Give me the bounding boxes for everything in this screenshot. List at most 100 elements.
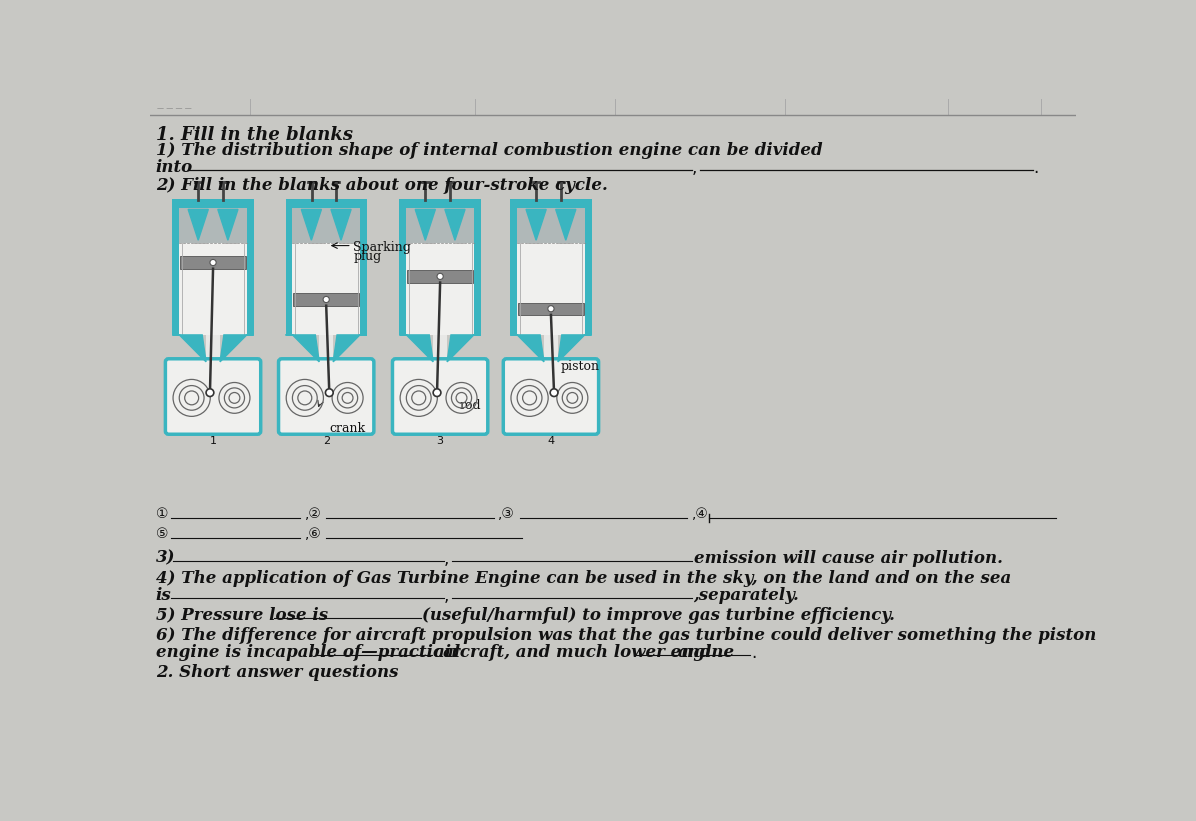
Text: 6) The difference for aircraft propulsion was that the gas turbine could deliver: 6) The difference for aircraft propulsio…	[155, 626, 1096, 644]
Bar	[172, 208, 179, 242]
Bar	[407, 242, 474, 335]
Bar	[293, 208, 360, 242]
Text: 2) Fill in the blanks about one four-stroke cycle.: 2) Fill in the blanks about one four-str…	[155, 177, 608, 194]
Text: 2. Short answer questions: 2. Short answer questions	[155, 663, 398, 681]
Bar	[360, 242, 367, 335]
Text: 3): 3)	[155, 550, 175, 566]
Circle shape	[550, 389, 557, 397]
Text: ,④: ,④	[692, 507, 709, 521]
Bar	[585, 242, 592, 335]
Polygon shape	[218, 209, 238, 241]
Text: into: into	[155, 158, 193, 176]
Bar	[206, 335, 220, 362]
Bar	[518, 303, 584, 315]
Text: emission will cause air pollution.: emission will cause air pollution.	[694, 550, 1002, 566]
Bar	[181, 256, 246, 268]
Text: rod: rod	[459, 399, 481, 412]
Bar	[179, 242, 246, 335]
Polygon shape	[511, 335, 544, 362]
Text: 1: 1	[209, 436, 216, 446]
Bar	[179, 208, 246, 242]
Bar	[399, 208, 407, 242]
Text: ,: ,	[444, 550, 450, 568]
Bar	[172, 199, 254, 208]
Bar	[511, 208, 517, 242]
Polygon shape	[526, 209, 547, 241]
FancyBboxPatch shape	[392, 359, 488, 434]
Text: — — — —: — — — —	[157, 105, 193, 111]
Polygon shape	[188, 209, 208, 241]
Polygon shape	[415, 209, 435, 241]
Bar	[407, 270, 474, 282]
Text: 5) Pressure lose is: 5) Pressure lose is	[155, 607, 328, 624]
Polygon shape	[557, 335, 592, 362]
Text: ,: ,	[692, 158, 697, 177]
Bar	[433, 335, 447, 362]
Bar	[474, 242, 481, 335]
Text: 3: 3	[437, 436, 444, 446]
FancyBboxPatch shape	[279, 359, 374, 434]
Circle shape	[433, 389, 441, 397]
Bar	[399, 242, 407, 335]
Text: ,: ,	[444, 587, 450, 605]
Text: engine is incapable of—practical: engine is incapable of—practical	[155, 644, 460, 661]
Text: plug: plug	[353, 250, 382, 264]
Bar	[172, 242, 179, 335]
FancyBboxPatch shape	[165, 359, 261, 434]
Circle shape	[206, 389, 214, 397]
Text: 2: 2	[323, 436, 330, 446]
Bar	[286, 199, 367, 208]
Text: ,⑥: ,⑥	[305, 526, 322, 541]
Circle shape	[323, 296, 329, 303]
Text: aircraft, and much lower engine: aircraft, and much lower engine	[434, 644, 734, 661]
Circle shape	[437, 273, 444, 279]
FancyBboxPatch shape	[504, 359, 599, 434]
Bar	[511, 242, 517, 335]
Bar	[474, 208, 481, 242]
Bar	[360, 208, 367, 242]
Bar	[517, 242, 585, 335]
Text: and: and	[678, 644, 713, 661]
Text: ,③: ,③	[499, 507, 515, 521]
Bar	[246, 208, 254, 242]
Bar	[511, 199, 592, 208]
Text: ,separately.: ,separately.	[694, 587, 799, 603]
Bar	[286, 208, 293, 242]
Text: ,②: ,②	[305, 507, 322, 521]
Polygon shape	[556, 209, 575, 241]
Bar	[407, 208, 474, 242]
Bar	[293, 242, 360, 335]
Circle shape	[548, 305, 554, 312]
Text: ①: ①	[155, 507, 169, 521]
Text: Sparking: Sparking	[353, 241, 411, 254]
Circle shape	[210, 259, 216, 266]
Text: 4) The application of Gas Turbine Engine can be used in the sky, on the land and: 4) The application of Gas Turbine Engine…	[155, 570, 1011, 587]
Text: 4: 4	[548, 436, 555, 446]
Polygon shape	[301, 209, 322, 241]
Text: crank: crank	[329, 422, 366, 435]
Text: is: is	[155, 587, 171, 603]
Bar	[246, 242, 254, 335]
Polygon shape	[445, 209, 465, 241]
Bar	[544, 335, 557, 362]
Text: 1. Fill in the blanks: 1. Fill in the blanks	[155, 126, 353, 144]
Text: 1) The distribution shape of internal combustion engine can be divided: 1) The distribution shape of internal co…	[155, 142, 823, 159]
Polygon shape	[331, 209, 352, 241]
Polygon shape	[286, 335, 319, 362]
Bar	[319, 335, 334, 362]
Bar	[293, 293, 359, 305]
Text: .: .	[1033, 158, 1038, 177]
Text: (useful/harmful) to improve gas turbine efficiency.: (useful/harmful) to improve gas turbine …	[422, 607, 895, 624]
Bar	[286, 242, 293, 335]
Polygon shape	[447, 335, 481, 362]
Polygon shape	[172, 335, 206, 362]
Polygon shape	[220, 335, 254, 362]
Bar	[585, 208, 592, 242]
Text: .: .	[751, 644, 757, 662]
Polygon shape	[334, 335, 367, 362]
Circle shape	[325, 389, 334, 397]
Text: ⑤: ⑤	[155, 526, 169, 541]
Bar	[399, 199, 481, 208]
Polygon shape	[399, 335, 433, 362]
Bar	[517, 208, 585, 242]
